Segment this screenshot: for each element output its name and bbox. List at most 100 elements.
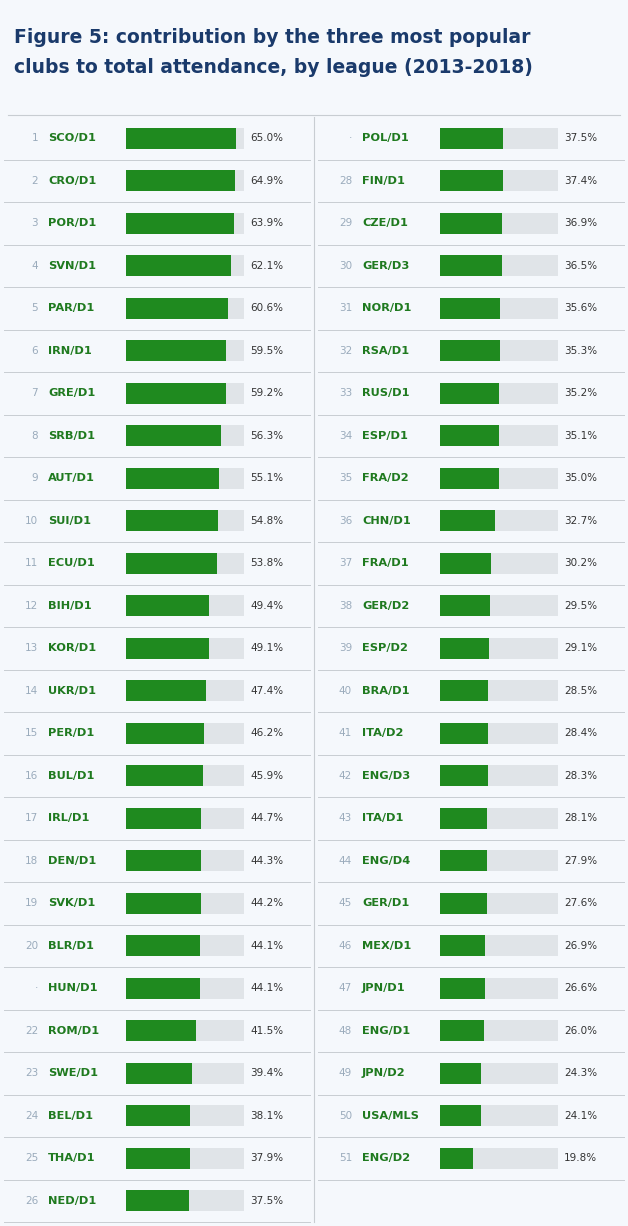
Text: NED/D1: NED/D1 — [48, 1195, 96, 1205]
Bar — [440, 1148, 474, 1168]
Text: 38.1%: 38.1% — [250, 1111, 283, 1121]
Text: 49: 49 — [338, 1068, 352, 1078]
Text: 20: 20 — [25, 940, 38, 950]
Text: 43: 43 — [338, 813, 352, 823]
Bar — [440, 340, 558, 362]
Text: 4: 4 — [31, 261, 38, 271]
Bar — [440, 765, 558, 786]
Text: 46.2%: 46.2% — [250, 728, 283, 738]
Bar — [126, 850, 201, 872]
Text: UKR/D1: UKR/D1 — [48, 685, 96, 695]
Bar — [440, 212, 502, 234]
Text: 56.3%: 56.3% — [250, 430, 283, 441]
Text: 48: 48 — [338, 1026, 352, 1036]
Bar — [440, 467, 558, 489]
Text: BRA/D1: BRA/D1 — [362, 685, 409, 695]
Text: 64.9%: 64.9% — [250, 175, 283, 186]
Bar — [440, 722, 488, 744]
Bar — [440, 1105, 480, 1127]
Text: 47: 47 — [338, 983, 352, 993]
Text: 31: 31 — [338, 303, 352, 314]
Text: SVN/D1: SVN/D1 — [48, 261, 96, 271]
Bar — [126, 1020, 196, 1041]
Bar — [126, 808, 244, 829]
Text: 54.8%: 54.8% — [250, 516, 283, 526]
Text: THA/D1: THA/D1 — [48, 1154, 95, 1163]
Bar — [440, 128, 558, 148]
Bar — [440, 935, 558, 956]
Text: CHN/D1: CHN/D1 — [362, 516, 411, 526]
Bar — [126, 255, 244, 276]
Bar — [126, 1063, 192, 1084]
Text: 41.5%: 41.5% — [250, 1026, 283, 1036]
Bar — [440, 1063, 481, 1084]
Bar — [440, 170, 558, 191]
Text: MEX/D1: MEX/D1 — [362, 940, 411, 950]
Bar — [440, 298, 500, 319]
Text: 35.1%: 35.1% — [564, 430, 597, 441]
Text: 49.4%: 49.4% — [250, 601, 283, 611]
Text: KOR/D1: KOR/D1 — [48, 644, 96, 653]
Text: GER/D1: GER/D1 — [362, 899, 409, 908]
Text: 39.4%: 39.4% — [250, 1068, 283, 1078]
Bar — [126, 893, 244, 913]
Text: FIN/D1: FIN/D1 — [362, 175, 405, 186]
Text: RSA/D1: RSA/D1 — [362, 346, 409, 356]
Text: 41: 41 — [338, 728, 352, 738]
Text: 29: 29 — [338, 218, 352, 228]
Bar — [126, 595, 244, 617]
Text: IRL/D1: IRL/D1 — [48, 813, 89, 823]
Bar — [440, 680, 488, 701]
Bar — [126, 977, 244, 999]
Text: BEL/D1: BEL/D1 — [48, 1111, 93, 1121]
Bar — [126, 893, 200, 913]
Bar — [126, 212, 244, 234]
Text: 55.1%: 55.1% — [250, 473, 283, 483]
Bar — [440, 340, 499, 362]
Text: 11: 11 — [24, 558, 38, 568]
Bar — [440, 383, 499, 403]
Bar — [440, 170, 503, 191]
Bar — [126, 680, 244, 701]
Bar — [440, 1020, 484, 1041]
Text: PER/D1: PER/D1 — [48, 728, 94, 738]
Bar — [126, 1190, 189, 1211]
Text: 44.1%: 44.1% — [250, 940, 283, 950]
Bar — [440, 893, 487, 913]
Text: 1: 1 — [31, 134, 38, 143]
Bar — [440, 510, 558, 531]
Text: 28: 28 — [338, 175, 352, 186]
Text: SUI/D1: SUI/D1 — [48, 516, 91, 526]
Bar — [126, 638, 208, 658]
Text: BUL/D1: BUL/D1 — [48, 771, 94, 781]
Bar — [440, 467, 499, 489]
Text: 46: 46 — [338, 940, 352, 950]
Text: 26.0%: 26.0% — [564, 1026, 597, 1036]
Text: 32: 32 — [338, 346, 352, 356]
Bar — [440, 425, 558, 446]
Text: ENG/D1: ENG/D1 — [362, 1026, 410, 1036]
Bar — [440, 935, 485, 956]
Text: 26.6%: 26.6% — [564, 983, 597, 993]
Text: 37.5%: 37.5% — [250, 1195, 283, 1205]
Text: 33: 33 — [338, 389, 352, 398]
Text: POL/D1: POL/D1 — [362, 134, 409, 143]
Text: clubs to total attendance, by league (2013-2018): clubs to total attendance, by league (20… — [14, 58, 533, 77]
Text: 37: 37 — [338, 558, 352, 568]
Bar — [440, 638, 489, 658]
Text: Figure 5: contribution by the three most popular: Figure 5: contribution by the three most… — [14, 28, 531, 47]
Text: RUS/D1: RUS/D1 — [362, 389, 409, 398]
Bar — [126, 765, 244, 786]
Text: 30.2%: 30.2% — [564, 558, 597, 568]
Bar — [126, 425, 221, 446]
Text: 39: 39 — [338, 644, 352, 653]
Text: 59.2%: 59.2% — [250, 389, 283, 398]
Text: 28.4%: 28.4% — [564, 728, 597, 738]
Bar — [440, 1105, 558, 1127]
Bar — [440, 1063, 558, 1084]
Text: 62.1%: 62.1% — [250, 261, 283, 271]
Text: 44: 44 — [338, 856, 352, 866]
Text: 12: 12 — [24, 601, 38, 611]
Bar — [440, 893, 558, 913]
Bar — [440, 850, 558, 872]
